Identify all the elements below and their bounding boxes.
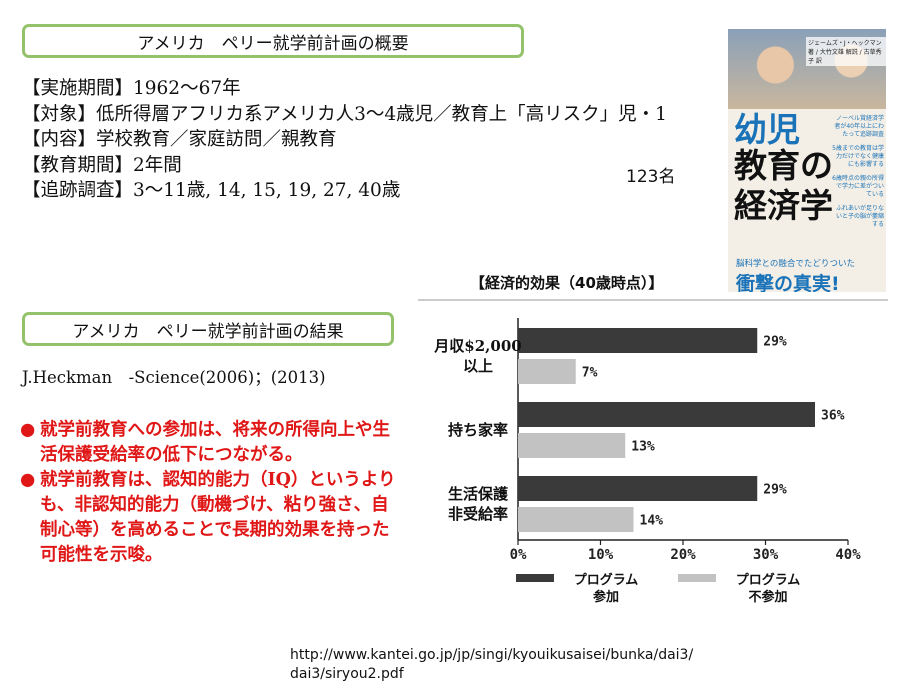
finding-text: 就学前教育は、認知的能力（IQ）というよりも、非認知的能力（動機づけ、粘り強さ、… (40, 470, 396, 565)
citation: J.Heckman -Science(2006)；(2013) (22, 368, 326, 387)
book-title-line3: 経済学 (734, 186, 833, 225)
bar-nonparticipant (518, 359, 576, 384)
book-side-blurbs: ノーベル賞経済学者が40年以上にわたって追跡調査 5歳までの教育は学力だけでなく… (832, 115, 884, 229)
category-label: 以上 (463, 357, 493, 375)
book-cover-body (728, 109, 886, 292)
overview-followup: 【追跡調査】3～11歳, 14, 15, 19, 27, 40歳 (22, 180, 401, 201)
bar-nonparticipant (518, 507, 634, 532)
bullet-icon: ● (20, 470, 36, 490)
bar-value-label: 29% (763, 335, 787, 350)
bar-value-label: 13% (631, 440, 655, 455)
source-url-line1: http://www.kantei.go.jp/jp/singi/kyouiku… (290, 647, 694, 663)
results-heading-box: アメリカ ペリー就学前計画の結果 (22, 312, 394, 346)
category-label: 非受給率 (448, 505, 508, 523)
book-blurb: ふれあいが足りないと子の脳が萎縮する (835, 205, 884, 228)
bar-participant (518, 328, 758, 353)
source-url-line2: dai3/siryou2.pdf (290, 666, 404, 682)
category-label: 持ち家率 (448, 421, 508, 439)
legend-label: 参加 (593, 589, 619, 605)
x-tick-label: 30% (753, 547, 779, 563)
book-blurb: ノーベル賞経済学者が40年以上にわたって追跡調査 (834, 115, 884, 138)
finding-item: ● 就学前教育は、認知的能力（IQ）というよりも、非認知的能力（動機づけ、粘り強… (20, 468, 402, 568)
legend-swatch (678, 574, 716, 582)
book-headline: 衝撃の真実! (736, 273, 840, 292)
bar-nonparticipant (518, 433, 626, 458)
results-heading: アメリカ ペリー就学前計画の結果 (72, 321, 344, 342)
legend-label: 不参加 (748, 589, 787, 605)
overview-period: 【実施期間】1962～67年 (22, 78, 241, 99)
book-authors: ジェームズ・J・ヘックマン 著 / 大竹文雄 解説 / 古草秀子 訳 (806, 37, 886, 66)
source-url: http://www.kantei.go.jp/jp/singi/kyouiku… (290, 646, 693, 684)
legend-swatch (516, 574, 554, 582)
findings-list: ● 就学前教育への参加は、将来の所得向上や生活保護受給率の低下につながる。 ● … (20, 418, 402, 568)
participant-count: 123名 (626, 167, 676, 187)
economic-effect-chart: 0% 10% 20% 30% 40% 29% 7% 月収$2,000 以上 36% 13% 持ち家率 2… (418, 299, 888, 605)
x-tick-label: 0% (510, 547, 527, 563)
bar-value-label: 36% (821, 409, 845, 424)
category-label: 月収$2,000 (433, 337, 521, 355)
book-title-line1: 幼児 (734, 110, 800, 149)
book-cover: ジェームズ・J・ヘックマン 著 / 大竹文雄 解説 / 古草秀子 訳 幼児 教育… (728, 29, 886, 292)
bar-participant (518, 476, 758, 501)
category-label: 生活保護 (448, 485, 509, 503)
book-subtitle: 脳科学との融合でたどりついた (736, 259, 856, 269)
chart-title: 【経済的効果（40歳時点）】 (470, 274, 664, 292)
x-tick-label: 20% (670, 547, 696, 563)
legend-label: プログラム (736, 572, 801, 588)
x-tick-label: 40% (835, 547, 861, 563)
legend-label: プログラム (574, 572, 639, 588)
x-tick-label: 10% (588, 547, 614, 563)
book-blurb: 5歳までの教育は学力だけでなく健康にも影響する (832, 145, 884, 168)
bar-participant (518, 402, 815, 427)
finding-text: 就学前教育への参加は、将来の所得向上や生活保護受給率の低下につながる。 (40, 420, 390, 465)
finding-item: ● 就学前教育への参加は、将来の所得向上や生活保護受給率の低下につながる。 (20, 418, 402, 468)
overview-content: 【内容】学校教育／家庭訪問／親教育 (22, 129, 337, 150)
bar-value-label: 7% (582, 366, 598, 381)
overview-duration: 【教育期間】2年間 (22, 154, 182, 176)
bar-value-label: 14% (640, 514, 664, 529)
overview-heading-box: アメリカ ペリー就学前計画の概要 (22, 24, 524, 58)
bar-value-label: 29% (763, 483, 787, 498)
book-title-line2: 教育の (734, 146, 833, 185)
overview-target: 【対象】低所得層アフリカ系アメリカ人3～4歳児／教育上「高リスク」児・1 (22, 103, 667, 125)
bullet-icon: ● (20, 420, 36, 440)
book-blurb: 6歳時点の親の所得で学力に差がついている (832, 175, 884, 198)
overview-list: 【実施期間】1962～67年 【対象】低所得層アフリカ系アメリカ人3～4歳児／教… (22, 76, 712, 226)
overview-heading: アメリカ ペリー就学前計画の概要 (137, 33, 409, 54)
